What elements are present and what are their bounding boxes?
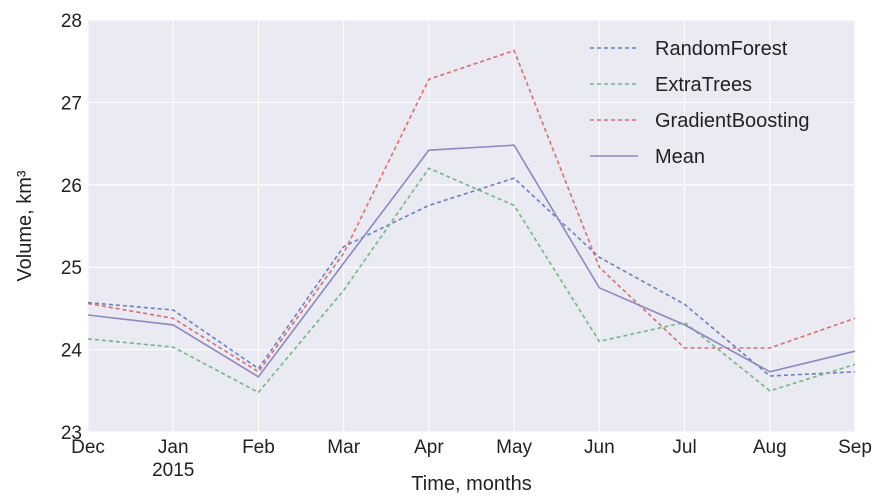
legend-label: RandomForest xyxy=(655,38,788,60)
x-tick-label: Mar xyxy=(327,437,360,458)
x-tick-label: Jan xyxy=(158,437,189,458)
y-axis-ticks: 23 24 25 26 27 28 xyxy=(61,11,83,444)
x-tick-label: May xyxy=(496,437,532,458)
x-tick-label: Dec xyxy=(71,437,105,458)
series-line-extratrees xyxy=(87,167,856,394)
y-tick-label: 25 xyxy=(61,258,82,279)
legend-label: Mean xyxy=(655,146,705,168)
y-axis-label: Volume, km³ xyxy=(14,170,36,281)
gridlines xyxy=(87,19,856,433)
x-tick-label: Sep xyxy=(838,437,872,458)
y-tick-label: 23 xyxy=(61,423,82,444)
x-tick-label: Jun xyxy=(584,437,615,458)
x-tick-label: Jul xyxy=(672,437,696,458)
plot-area xyxy=(88,20,855,432)
legend: RandomForest ExtraTrees GradientBoosting Me… xyxy=(590,38,810,168)
x-tick-label: Apr xyxy=(414,437,444,458)
legend-label: ExtraTrees xyxy=(655,74,752,96)
y-tick-label: 28 xyxy=(61,11,82,32)
legend-label: GradientBoosting xyxy=(655,110,810,132)
x-tick-label: Aug xyxy=(753,437,787,458)
x-tick-sublabel: 2015 xyxy=(152,460,194,481)
series-group xyxy=(87,49,856,394)
x-tick-label: Feb xyxy=(242,437,275,458)
x-axis-label: Time, months xyxy=(411,473,531,495)
y-tick-label: 24 xyxy=(61,341,83,362)
y-tick-label: 26 xyxy=(61,176,82,197)
y-tick-label: 27 xyxy=(61,93,82,114)
series-line-mean xyxy=(87,144,856,378)
series-line-randomforest xyxy=(87,177,856,377)
